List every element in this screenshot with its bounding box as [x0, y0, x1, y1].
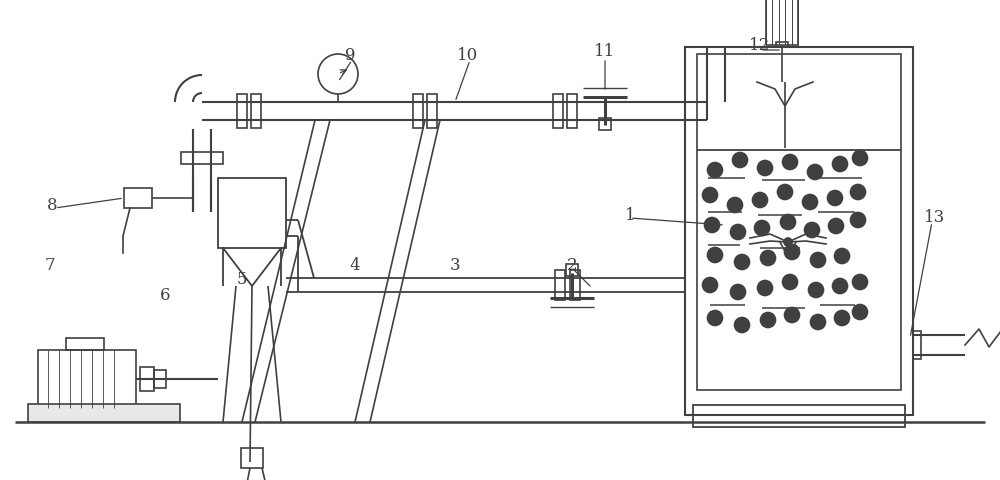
- Bar: [241, 448, 263, 468]
- Circle shape: [804, 223, 819, 238]
- Circle shape: [850, 184, 866, 200]
- Text: 11: 11: [594, 44, 616, 60]
- Circle shape: [758, 160, 772, 176]
- Circle shape: [702, 188, 718, 203]
- Circle shape: [704, 217, 720, 232]
- Circle shape: [782, 155, 798, 169]
- Circle shape: [810, 314, 826, 329]
- Bar: [218, 178, 286, 248]
- Circle shape: [784, 308, 800, 323]
- Circle shape: [850, 213, 866, 228]
- Bar: [553, 94, 563, 128]
- Bar: [413, 94, 423, 128]
- Circle shape: [852, 275, 868, 289]
- Circle shape: [755, 220, 770, 236]
- Circle shape: [702, 277, 718, 292]
- Bar: [124, 188, 152, 208]
- Bar: [697, 54, 901, 390]
- Circle shape: [761, 312, 776, 327]
- Circle shape: [708, 163, 722, 178]
- Text: 10: 10: [457, 47, 479, 63]
- Circle shape: [784, 238, 792, 246]
- Circle shape: [778, 184, 792, 200]
- Circle shape: [753, 192, 768, 207]
- Bar: [555, 270, 565, 300]
- Bar: [685, 47, 913, 415]
- Bar: [154, 370, 166, 388]
- Bar: [66, 338, 104, 350]
- Bar: [28, 404, 180, 422]
- Circle shape: [832, 156, 848, 171]
- Bar: [693, 405, 905, 427]
- Circle shape: [802, 194, 818, 209]
- Circle shape: [730, 225, 746, 240]
- Bar: [566, 264, 578, 276]
- Circle shape: [810, 252, 826, 267]
- Text: 12: 12: [749, 36, 771, 53]
- Circle shape: [808, 165, 822, 180]
- Circle shape: [708, 311, 722, 325]
- Circle shape: [828, 191, 842, 205]
- Bar: [38, 350, 136, 408]
- Circle shape: [730, 285, 746, 300]
- Bar: [181, 152, 223, 164]
- Text: 4: 4: [350, 256, 360, 274]
- Bar: [140, 367, 154, 391]
- Circle shape: [734, 317, 750, 333]
- Circle shape: [828, 218, 844, 233]
- Circle shape: [782, 275, 798, 289]
- Circle shape: [758, 280, 772, 296]
- Text: 9: 9: [345, 47, 355, 63]
- Bar: [570, 270, 580, 300]
- Bar: [427, 94, 437, 128]
- Bar: [567, 94, 577, 128]
- Bar: [766, 0, 798, 45]
- Bar: [599, 118, 611, 130]
- Bar: [913, 331, 921, 359]
- Circle shape: [834, 311, 850, 325]
- Circle shape: [318, 54, 358, 94]
- Text: 1: 1: [625, 206, 635, 224]
- Circle shape: [734, 254, 750, 269]
- Text: 13: 13: [924, 209, 946, 227]
- Bar: [251, 94, 261, 128]
- Text: 2: 2: [567, 256, 577, 274]
- Circle shape: [708, 248, 722, 263]
- Bar: [237, 94, 247, 128]
- Circle shape: [832, 278, 848, 293]
- Text: 5: 5: [237, 272, 247, 288]
- Circle shape: [852, 304, 868, 320]
- Text: 7: 7: [45, 256, 55, 274]
- Bar: [776, 42, 788, 47]
- Text: 6: 6: [160, 287, 170, 303]
- Circle shape: [808, 283, 824, 298]
- Circle shape: [784, 244, 800, 260]
- Text: 8: 8: [47, 196, 57, 214]
- Circle shape: [732, 153, 748, 168]
- Text: 3: 3: [450, 256, 460, 274]
- Circle shape: [780, 215, 796, 229]
- Circle shape: [852, 151, 868, 166]
- Circle shape: [761, 251, 776, 265]
- Circle shape: [728, 197, 742, 213]
- Circle shape: [834, 249, 850, 264]
